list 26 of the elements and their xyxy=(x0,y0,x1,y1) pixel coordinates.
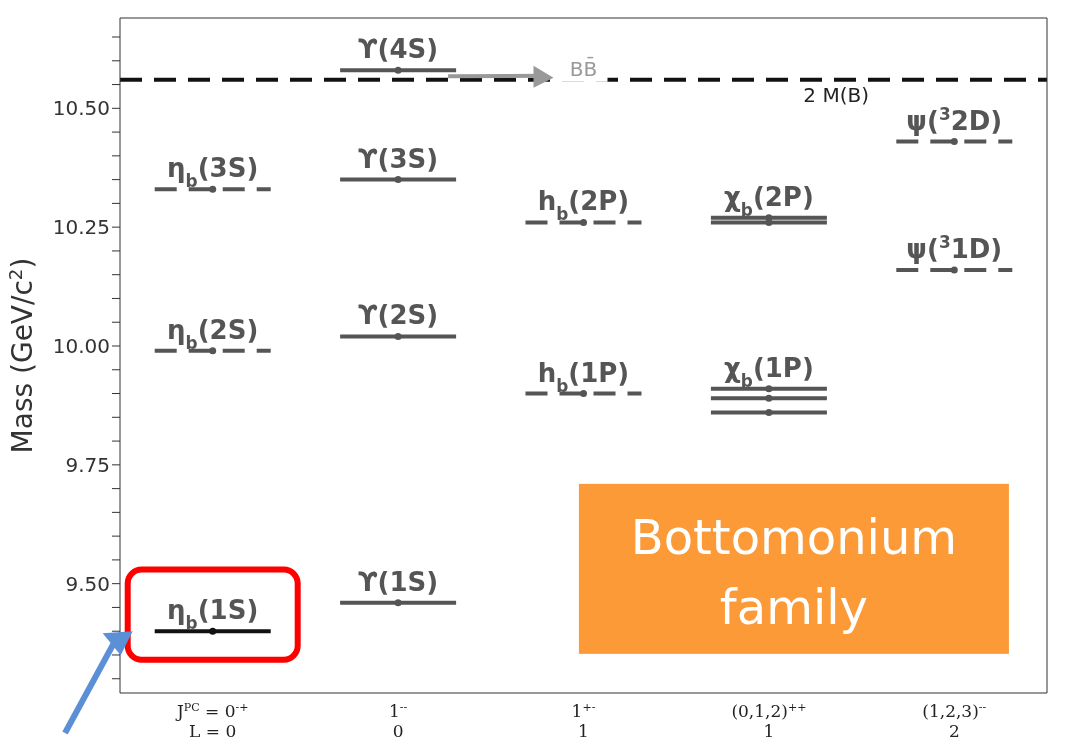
annotation: ϒ(4S) xyxy=(358,34,439,65)
x-tick-label: 1$^{--}$ 0 xyxy=(388,700,408,741)
x-tick-label: 1$^{+-}$ 1 xyxy=(571,700,596,741)
annotation: ϒ(3S) xyxy=(358,143,439,174)
annotation: h$_{b}$(1P) xyxy=(537,357,630,396)
x-tick-label: J$^{PC}$ = 0$^{-+}$ L = 0 xyxy=(174,700,249,741)
annotation: χ$_{b}$(1P) xyxy=(724,352,814,391)
annotation: Bottomonium family xyxy=(630,508,958,635)
ref-line-label: 2 M(B) xyxy=(803,83,869,107)
annotation: χ$_{b}$(2P) xyxy=(724,181,814,220)
annotation: η$_{b}$(3S) xyxy=(167,153,259,192)
annotation: η$_{b}$(2S) xyxy=(167,314,259,353)
y-tick-label: 10.50 xyxy=(52,96,110,121)
annotation: h$_{b}$(2P) xyxy=(537,186,630,225)
y-tick-label: 9.75 xyxy=(65,452,110,477)
annotation: ψ($^{3}$1D) xyxy=(906,231,1003,264)
annotation: ϒ(2S) xyxy=(358,300,439,331)
category-label: (0,1,2)$^{++}$ 1 xyxy=(731,700,807,741)
y-tick-label: 10.00 xyxy=(52,334,110,359)
y-tick-label: 10.25 xyxy=(52,215,110,240)
annotation: BB̄ xyxy=(569,56,598,81)
y-tick-label: 9.50 xyxy=(65,571,110,596)
annotation: ψ($^{3}$2D) xyxy=(906,103,1003,136)
annotation: ϒ(1S) xyxy=(358,566,439,597)
category-label: (1,2,3)$^{--}$ 2 xyxy=(922,700,987,741)
annotation: η$_{b}$(1S) xyxy=(167,595,259,634)
